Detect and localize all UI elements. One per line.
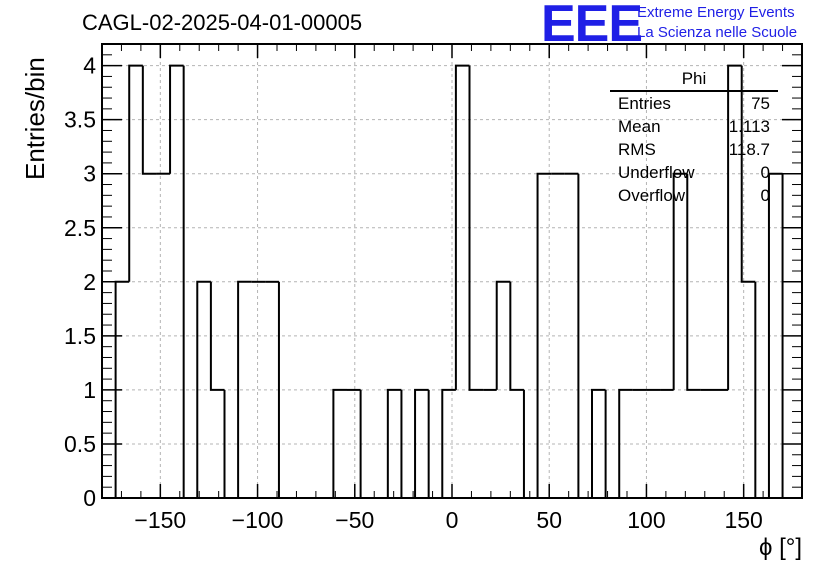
histogram-bars (114, 64, 784, 499)
histogram-bin (386, 388, 402, 498)
eee-logo: EEE (541, 0, 643, 53)
y-tick-label: 3.5 (64, 107, 96, 133)
x-tick-label: 150 (724, 507, 762, 533)
stats-value: 0 (760, 186, 770, 205)
stats-row-underflow: Underflow 0 (610, 161, 778, 184)
histogram-bin (141, 65, 157, 175)
x-tick-label: 0 (446, 507, 459, 533)
histogram-bin (169, 64, 184, 174)
stats-label: Entries (618, 94, 671, 113)
x-tick-label: −100 (232, 507, 284, 533)
stats-row-rms: RMS 118.7 (610, 138, 778, 161)
histogram-bin (536, 172, 552, 498)
stats-row-mean: Mean 1.113 (610, 115, 778, 138)
y-tick-label: 0.5 (64, 431, 96, 457)
x-tick-label: −50 (335, 507, 374, 533)
histogram-bin (441, 388, 456, 498)
histogram-bin (237, 280, 252, 498)
histogram-bin (618, 388, 633, 498)
histogram-bin (727, 64, 742, 390)
histogram-bin (672, 172, 688, 390)
axis-ticks (101, 43, 803, 499)
stats-title: Phi (610, 68, 778, 92)
stats-label: Mean (618, 117, 661, 136)
histogram-bin (468, 65, 484, 391)
histogram-bin (414, 388, 429, 498)
stats-row-overflow: Overflow 0 (610, 184, 778, 207)
y-tick-label: 2.5 (64, 215, 96, 241)
histogram-bin (767, 172, 783, 498)
stats-value: 1.113 (728, 117, 770, 136)
logo-line-1: Extreme Energy Events (637, 4, 795, 21)
y-tick-label: 1 (83, 377, 96, 403)
logo-line-2: La Scienza nelle Scuole (637, 24, 798, 41)
histogram-bin (509, 281, 524, 391)
y-tick-label: 0 (83, 485, 96, 511)
histogram-bin (740, 65, 756, 283)
stats-value: 0 (760, 163, 770, 182)
histogram-bin (128, 64, 143, 282)
stats-label: Underflow (618, 163, 695, 182)
x-tick-label: −150 (134, 507, 186, 533)
x-axis-label: ϕ [°] (758, 534, 802, 561)
histogram-bin (495, 280, 511, 390)
stats-row-entries: Entries 75 (610, 92, 778, 115)
y-tick-label: 3 (83, 161, 96, 187)
y-tick-label: 4 (83, 53, 96, 79)
y-axis-label: Entries/bin (20, 57, 50, 180)
histogram-bin (454, 64, 470, 390)
histogram-bin (182, 65, 198, 499)
y-tick-label: 1.5 (64, 323, 96, 349)
histogram-bin (332, 388, 347, 498)
stats-value: 75 (751, 94, 770, 113)
stats-box: Phi Entries 75 Mean 1.113 RMS 118.7 Unde… (610, 68, 778, 207)
chart-title: CAGL-02-2025-04-01-00005 (82, 10, 363, 35)
y-tick-label: 2 (83, 269, 96, 295)
histogram-bin (196, 280, 211, 498)
stats-value: 118.7 (728, 140, 770, 159)
x-tick-label: 100 (627, 507, 665, 533)
histogram-bin (209, 281, 225, 391)
histogram-bin (686, 173, 701, 391)
x-tick-label: 50 (536, 507, 562, 533)
stats-label: Overflow (618, 186, 686, 205)
stats-label: RMS (618, 140, 656, 159)
histogram-bin (591, 388, 606, 498)
tick-labels: −150 −100 −50 0 50 100 150 0 0.5 1 1.5 2 2.5 3 3.5 4 (64, 53, 763, 533)
